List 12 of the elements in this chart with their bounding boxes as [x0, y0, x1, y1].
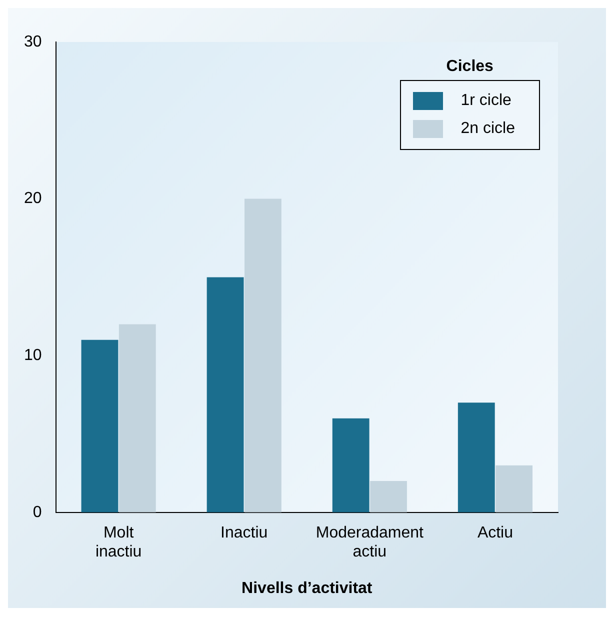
x-tick-label: Moderadament actiu	[316, 524, 424, 561]
x-tick-label: Inactiu	[220, 524, 268, 542]
y-tick-label: 0	[32, 504, 42, 521]
y-tick-label: 30	[24, 33, 42, 50]
legend-label: 1r cicle	[460, 92, 512, 110]
x-tick-label: Actiu	[477, 524, 514, 542]
y-tick-label: 20	[24, 190, 42, 208]
legend-label: 2n cicle	[460, 120, 515, 138]
x-axis-title: Nivells d’activitat	[242, 580, 373, 597]
x-tick-label: Molt inactiu	[95, 524, 142, 561]
legend-title: Cicles	[445, 58, 494, 76]
y-tick-label: 10	[24, 347, 42, 364]
